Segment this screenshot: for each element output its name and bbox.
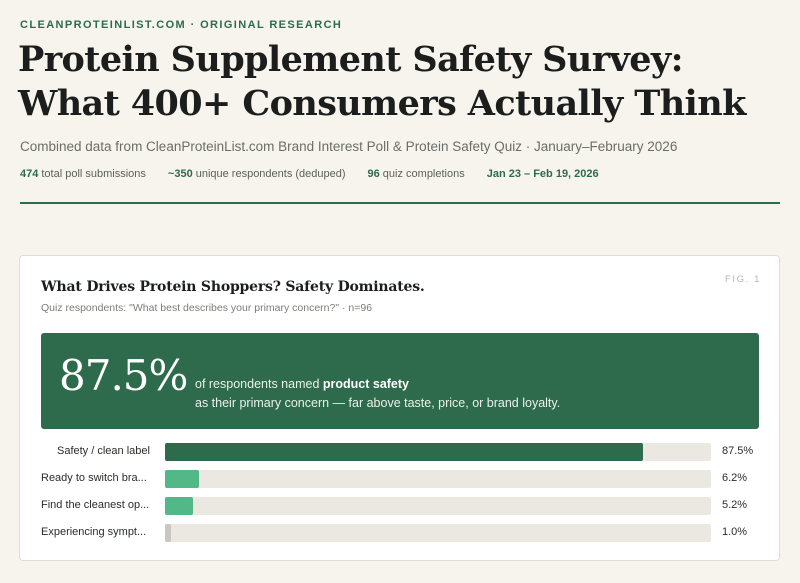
bar-row: Safety / clean label 87.5% — [41, 441, 761, 468]
bar-row: Find the cleanest op... 5.2% — [41, 495, 761, 522]
bar-fill — [165, 443, 643, 461]
bar-label: Ready to switch bra... — [41, 472, 147, 484]
eyebrow-label: CLEANPROTEINLIST.COM · ORIGINAL RESEARCH — [20, 19, 343, 31]
figure-subtitle: Quiz respondents: "What best describes y… — [41, 302, 373, 314]
figure-title: What Drives Protein Shoppers? Safety Dom… — [41, 279, 425, 295]
stat-quiz-completions: 96 quiz completions — [368, 168, 465, 180]
bar-value-label: 87.5% — [722, 445, 754, 457]
stat-value: ~350 — [167, 168, 193, 180]
stat-label: unique respondents (deduped) — [195, 168, 346, 180]
bar-fill — [165, 524, 171, 542]
stat-date-range: Jan 23 – Feb 19, 2026 — [486, 168, 599, 180]
figure-card: FIG. 1 What Drives Protein Shoppers? Saf… — [19, 255, 780, 561]
bar-label: Find the cleanest op... — [41, 499, 150, 511]
bar-value-label: 6.2% — [722, 472, 748, 484]
bar-value-label: 5.2% — [722, 499, 748, 511]
stat-value: 96 — [367, 168, 380, 180]
bar-track — [165, 497, 711, 515]
bar-label: Safety / clean label — [57, 445, 150, 457]
highlight-callout: 87.5% of respondents named product safet… — [41, 333, 759, 429]
bar-chart: Safety / clean label 87.5% Ready to switch… — [41, 441, 761, 549]
bar-label: Experiencing sympt... — [41, 526, 147, 538]
page-subtitle: Combined data from CleanProteinList.com … — [20, 139, 678, 154]
stats-row: 474 total poll submissions ~350 unique res… — [20, 168, 599, 180]
page-title: Protein Supplement Safety Survey: What 4… — [18, 38, 788, 126]
stat-value: 474 — [20, 168, 39, 180]
bar-row: Experiencing sympt... 1.0% — [41, 522, 761, 549]
callout-text: of respondents named product safety as t… — [195, 375, 560, 413]
bar-track — [165, 524, 711, 542]
callout-text-prefix: of respondents named — [195, 377, 320, 391]
callout-text-line-2: as their primary concern — far above tas… — [195, 396, 561, 410]
stat-unique-respondents: ~350 unique respondents (deduped) — [168, 168, 346, 180]
bar-track — [165, 470, 711, 488]
bar-fill — [165, 470, 199, 488]
callout-text-bold: product safety — [322, 377, 410, 391]
page-title-line-2: What 400+ Consumers Actually Think — [18, 83, 746, 124]
bar-fill — [165, 497, 193, 515]
header-divider — [20, 202, 780, 204]
bar-value-label: 1.0% — [722, 526, 748, 538]
page-title-line-1: Protein Supplement Safety Survey: — [18, 39, 684, 80]
bar-row: Ready to switch bra... 6.2% — [41, 468, 761, 495]
stat-label: quiz completions — [382, 168, 465, 180]
stat-poll-submissions: 474 total poll submissions — [20, 168, 146, 180]
bar-track — [165, 443, 711, 461]
stat-label: total poll submissions — [41, 168, 146, 180]
callout-big-number: 87.5% — [59, 351, 188, 400]
figure-tag: FIG. 1 — [725, 274, 761, 285]
